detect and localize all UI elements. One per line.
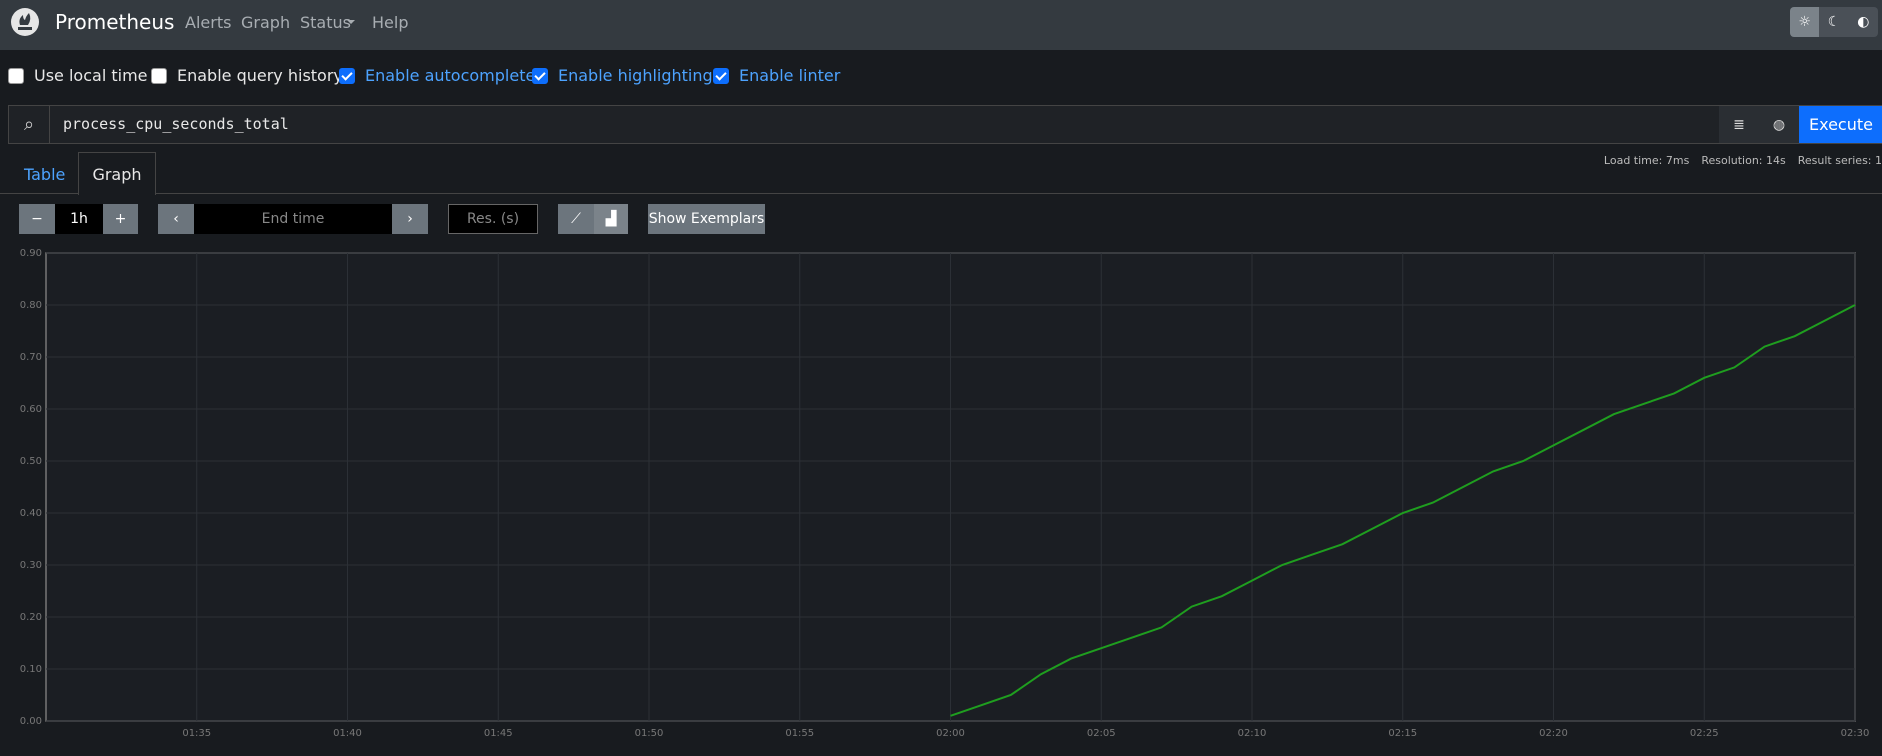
exemplars-button[interactable]: Show Exemplars — [648, 204, 765, 234]
stacked-chart-button[interactable]: ▟ — [594, 204, 628, 234]
x-tick-label: 02:00 — [936, 728, 965, 739]
logo — [11, 8, 39, 36]
line-chart-button[interactable]: ⟋ — [558, 204, 594, 234]
setting-label: Enable query history — [177, 66, 343, 85]
stats: Load time: 7ms Resolution: 14s Result se… — [1604, 154, 1882, 167]
y-tick-label: 0.30 — [20, 560, 42, 571]
execute-button[interactable]: Execute — [1799, 106, 1882, 143]
stat: Resolution: 14s — [1701, 154, 1786, 167]
dark-theme[interactable]: ☾ — [1819, 7, 1849, 37]
x-tick-label: 02:15 — [1388, 728, 1417, 739]
x-tick-label: 02:25 — [1690, 728, 1719, 739]
checkbox[interactable] — [8, 67, 24, 84]
x-tick-label: 01:40 — [333, 728, 362, 739]
tab[interactable]: Table — [24, 165, 66, 184]
x-tick-label: 02:05 — [1087, 728, 1116, 739]
tab-active[interactable]: Graph — [78, 152, 156, 195]
y-tick-label: 0.60 — [20, 404, 42, 415]
theme-switch: ☼ ☾ ◐ — [1790, 7, 1878, 37]
checkbox[interactable] — [713, 67, 729, 84]
stat: Result series: 1 — [1797, 154, 1882, 167]
x-tick-label: 02:10 — [1238, 728, 1267, 739]
query-input[interactable]: process_cpu_seconds_total — [63, 115, 289, 133]
auto-theme[interactable]: ◐ — [1848, 7, 1878, 37]
caret — [347, 20, 355, 28]
y-tick-label: 0.50 — [20, 456, 42, 467]
nav-link[interactable]: Help — [372, 13, 409, 32]
range-plus[interactable]: + — [103, 204, 138, 234]
x-tick-label: 02:30 — [1841, 728, 1870, 739]
setting-checkbox[interactable]: Use local time — [8, 66, 148, 85]
end-time-input[interactable]: End time — [194, 204, 392, 234]
x-tick-label: 01:45 — [484, 728, 513, 739]
time-forward[interactable]: › — [392, 204, 428, 234]
setting-checkbox[interactable]: Enable highlighting — [532, 66, 713, 85]
setting-label: Enable highlighting — [558, 66, 713, 85]
y-tick-label: 0.40 — [20, 508, 42, 519]
y-tick-label: 0.10 — [20, 664, 42, 675]
tab-border — [0, 193, 1882, 194]
setting-checkbox[interactable]: Enable linter — [713, 66, 840, 85]
nav-link[interactable]: Alerts — [185, 13, 232, 32]
y-tick-label: 0.90 — [20, 248, 42, 259]
setting-label: Use local time — [34, 66, 148, 85]
setting-checkbox[interactable]: Enable autocomplete — [339, 66, 535, 85]
stat: Load time: 7ms — [1603, 154, 1690, 167]
x-tick-label: 01:50 — [635, 728, 664, 739]
checkbox[interactable] — [532, 67, 548, 84]
setting-label: Enable linter — [739, 66, 841, 85]
format-button[interactable]: ≣ — [1719, 106, 1759, 143]
resolution-input[interactable]: Res. (s) — [448, 204, 538, 234]
checkbox[interactable] — [339, 67, 355, 84]
navbar: Prometheus Alerts Graph Status Help ☼ ☾ … — [0, 0, 1882, 50]
search-icon: ⌕ — [9, 106, 50, 143]
metrics-button[interactable]: ◍ — [1759, 106, 1799, 143]
light-theme[interactable]: ☼ — [1790, 7, 1820, 37]
x-tick-label: 02:20 — [1539, 728, 1568, 739]
range-minus[interactable]: − — [19, 204, 55, 234]
series-line — [950, 304, 1856, 717]
y-tick-label: 0.70 — [20, 352, 42, 363]
range-input[interactable]: 1h — [55, 204, 103, 234]
y-tick-label: 0.80 — [20, 300, 42, 311]
x-tick-label: 01:35 — [182, 728, 211, 739]
y-tick-label: 0.20 — [20, 612, 42, 623]
setting-checkbox[interactable]: Enable query history — [151, 66, 343, 85]
nav-link[interactable]: Graph — [241, 13, 291, 32]
query-bar: ⌕ process_cpu_seconds_total ≣ ◍ Execute — [8, 105, 1882, 144]
x-tick-label: 01:55 — [785, 728, 814, 739]
y-tick-label: 0.00 — [20, 716, 42, 727]
nav-link[interactable]: Status — [300, 13, 351, 32]
checkbox[interactable] — [151, 67, 167, 84]
setting-label: Enable autocomplete — [365, 66, 536, 85]
time-back[interactable]: ‹ — [158, 204, 194, 234]
brand[interactable]: Prometheus — [55, 10, 175, 34]
